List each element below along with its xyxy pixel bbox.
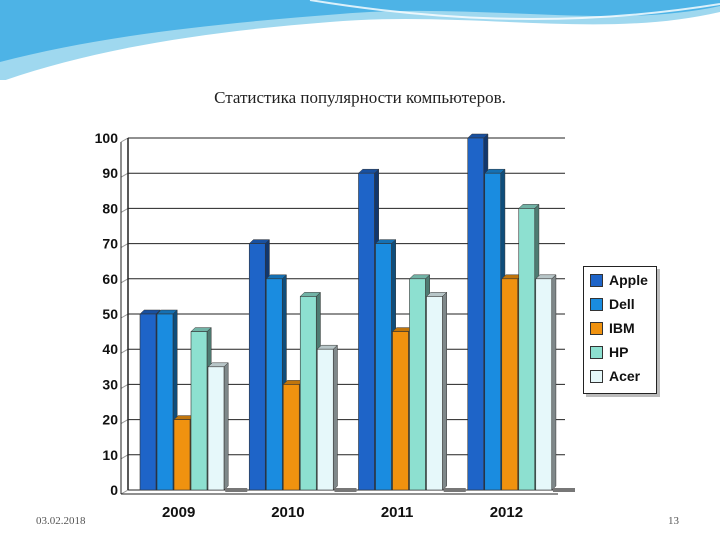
legend-swatch-dell [590,297,603,311]
y-tick-label: 20 [102,412,118,428]
x-tick-label: 2009 [162,504,195,521]
gridline-depth [120,137,129,143]
floor-segment [443,488,466,492]
bar-dell-2012 [484,172,502,491]
x-tick-label: 2011 [381,504,414,521]
bar-acer-2012 [535,278,553,491]
slide-page-number: 13 [668,515,679,527]
floor-segment [225,488,248,492]
gridline-depth [120,278,129,284]
slide-title: Статистика популярности компьютеров. [214,88,506,107]
x-tick-label: 2012 [490,504,523,521]
bar-side [551,274,557,491]
bar-apple-2012 [467,137,485,491]
legend-swatch-hp [590,345,603,359]
legend-item-ibm: IBM [590,319,635,337]
bar-side [333,344,338,491]
bar-apple-2010 [248,243,266,491]
bar-ibm-2012 [501,278,519,491]
legend-item-dell: Dell [590,295,635,313]
gridline-depth [120,489,129,495]
x-tick-label: 2010 [271,504,304,521]
header-wave-highlight [309,0,720,21]
gridline-depth [120,207,129,213]
legend-swatch-ibm [590,321,603,335]
chart-legend: Apple Dell IBM HP Acer [583,266,657,394]
legend-label-acer: Acer [609,368,641,384]
legend-label-dell: Dell [609,296,635,312]
gridline-depth [120,313,129,319]
bar-side [223,362,229,491]
bar-hp-2012 [518,208,536,491]
slide-header-decoration [0,0,720,80]
bar-ibm-2010 [282,384,300,491]
bar-ibm-2011 [392,331,409,491]
slide-date: 03.02.2018 [36,515,86,527]
legend-item-hp: HP [590,343,628,361]
legend-label-ibm: IBM [609,320,635,336]
y-tick-label: 100 [95,130,119,146]
y-tick-label: 0 [110,482,118,498]
bar-dell-2009 [156,313,174,491]
legend-item-acer: Acer [590,367,640,385]
gridline-depth [120,172,129,178]
y-tick-label: 80 [102,200,118,216]
legend-label-hp: HP [609,344,629,360]
gridline-depth [120,454,129,460]
gridline-depth [120,383,129,389]
floor-segment [334,488,357,492]
floor-segment [553,488,575,492]
bar-dell-2011 [375,243,392,491]
header-wave-front [0,0,720,62]
bar-hp-2009 [190,331,208,491]
y-tick-label: 50 [102,306,118,322]
bar-dell-2010 [265,278,283,491]
legend-label-apple: Apple [609,272,648,288]
bar-acer-2010 [316,348,334,491]
y-tick-label: 10 [102,447,118,463]
bar-acer-2009 [207,366,225,491]
bar-side [442,291,447,491]
bar-apple-2011 [358,172,375,491]
legend-item-apple: Apple [590,271,648,289]
y-tick-label: 60 [102,271,118,287]
legend-swatch-apple [590,273,603,287]
y-tick-label: 30 [102,376,118,392]
bar-hp-2010 [299,296,317,491]
gridline-depth [120,243,129,249]
gridline-depth [120,348,129,354]
bar-acer-2011 [426,296,443,491]
bar-apple-2009 [139,313,157,491]
legend-swatch-acer [590,369,603,383]
y-tick-label: 70 [102,236,118,252]
y-tick-label: 90 [102,165,118,181]
y-tick-label: 40 [102,341,118,357]
gridline-depth [120,419,129,425]
bar-hp-2011 [409,278,426,491]
bar-ibm-2009 [173,419,191,491]
